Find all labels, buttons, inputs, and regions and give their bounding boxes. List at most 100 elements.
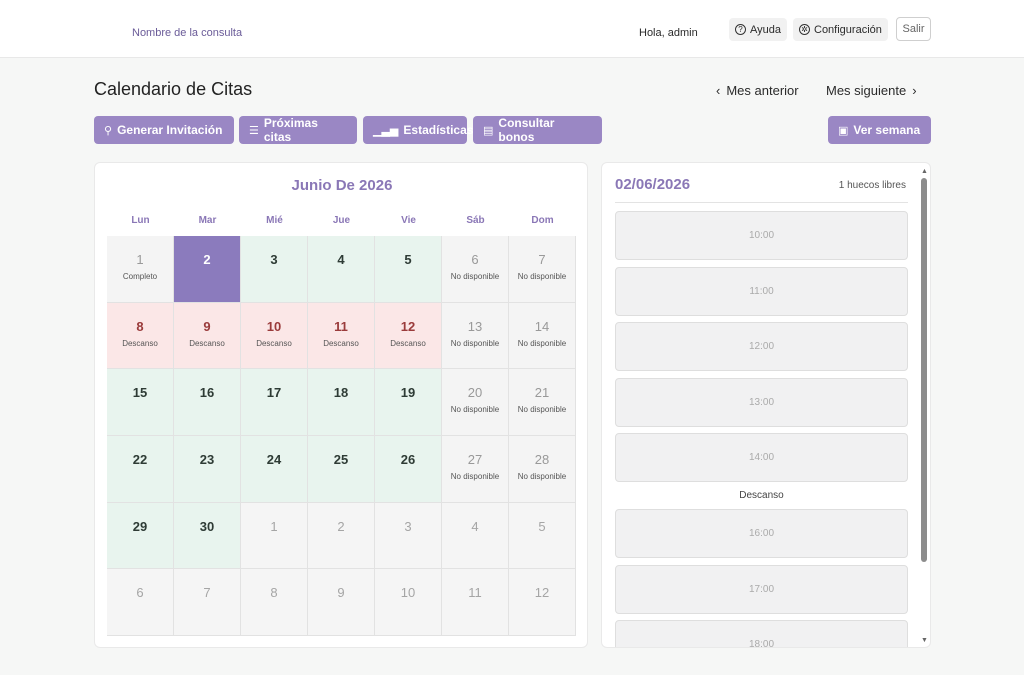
scroll-down-icon[interactable]: ▼ (921, 637, 928, 644)
weekday-label: Mar (198, 215, 217, 226)
calendar-day[interactable]: 6 No disponible (442, 236, 509, 303)
weekday-label: Sáb (466, 215, 485, 226)
month-title: Junio De 2026 (291, 177, 393, 194)
calendar-day[interactable]: 3 (241, 236, 308, 303)
calendar-day[interactable]: 28 No disponible (509, 435, 576, 503)
calendar-day[interactable]: 10 (375, 569, 442, 636)
slots-scrollbar[interactable]: ▲ ▼ (920, 168, 928, 644)
help-button[interactable]: ? Ayuda (729, 18, 787, 41)
calendar-day[interactable]: 13 No disponible (442, 302, 509, 370)
calendar-day[interactable]: 10 Descanso (241, 302, 308, 370)
prev-month-button[interactable]: ‹ Mes anterior (716, 79, 799, 101)
calendar-day[interactable]: 2 (174, 236, 241, 303)
day-number: 27 (467, 451, 483, 467)
time-slot[interactable]: 16:00 (615, 509, 908, 558)
scrollbar-thumb[interactable] (921, 178, 927, 562)
calendar-day[interactable]: 11 (442, 569, 509, 636)
calendar-day[interactable]: 22 (107, 435, 174, 503)
day-number: 16 (199, 385, 215, 401)
scroll-up-icon[interactable]: ▲ (921, 168, 928, 175)
day-number: 22 (132, 451, 148, 467)
selected-date: 02/06/2026 (615, 176, 691, 193)
calendar-day[interactable]: 15 (107, 369, 174, 436)
calendar-day[interactable]: 3 (375, 502, 442, 570)
time-slot[interactable]: 12:00 (615, 322, 908, 371)
day-status: No disponible (450, 471, 500, 481)
day-number: 4 (471, 518, 479, 534)
day-number: 14 (534, 318, 550, 334)
calendar-day[interactable]: 26 (375, 435, 442, 503)
day-number: 10 (400, 585, 416, 601)
statistics-button[interactable]: ▁▃▅ Estadísticas (363, 116, 473, 144)
generate-invitation-button[interactable]: ⚲ Generar Invitación (94, 116, 234, 144)
day-status: Completo (122, 272, 158, 281)
time-slot[interactable]: 17:00 (615, 565, 908, 614)
day-number: 23 (199, 451, 215, 467)
check-bonos-button[interactable]: ▤ Consultar bonos (473, 116, 602, 144)
calendar-day[interactable]: 9 Descanso (174, 302, 241, 370)
time-slot[interactable]: 10:00 (615, 211, 908, 260)
calendar-day[interactable]: 23 (174, 435, 241, 503)
calendar-day[interactable]: 21 No disponible (509, 369, 576, 436)
day-status: Descanso (122, 338, 158, 348)
calendar-day[interactable]: 4 (442, 502, 509, 570)
day-number: 11 (334, 318, 348, 334)
calendar-day[interactable]: 12 Descanso (375, 302, 442, 370)
calendar-day[interactable]: 14 No disponible (509, 302, 576, 370)
calendar-day[interactable]: 27 No disponible (442, 435, 509, 503)
calendar-day[interactable]: 17 (241, 369, 308, 436)
time-slot[interactable]: 18:00 (615, 620, 908, 647)
day-number: 2 (337, 518, 345, 534)
free-slots-count: 1 huecos libres (838, 180, 906, 191)
calendar-day[interactable]: 9 (308, 569, 375, 636)
weekday-label: Vie (401, 215, 416, 226)
time-slot[interactable]: 13:00 (615, 378, 908, 427)
calendar-day[interactable]: 18 (308, 369, 375, 436)
calendar-day[interactable]: 5 (375, 236, 442, 303)
calendar-day[interactable]: 6 (107, 569, 174, 636)
link-icon: ⚲ (104, 124, 113, 137)
calendar-day[interactable]: 2 (308, 502, 375, 570)
config-label: Configuración (814, 23, 882, 36)
card-icon: ▤ (483, 124, 494, 137)
config-button[interactable]: ✲ Configuración (793, 18, 888, 41)
day-number: 15 (132, 385, 148, 401)
calendar-day[interactable]: 11 Descanso (308, 302, 375, 370)
logout-button[interactable]: Salir (896, 17, 931, 41)
calendar-day[interactable]: 30 (174, 502, 241, 570)
day-number: 7 (203, 585, 211, 601)
day-status: No disponible (517, 405, 567, 415)
calendar-day[interactable]: 25 (308, 435, 375, 503)
calendar-day[interactable]: 7 No disponible (509, 236, 576, 303)
calendar-day[interactable]: 8 Descanso (107, 302, 174, 370)
view-week-button[interactable]: ▣ Ver semana (828, 116, 931, 144)
calendar-day[interactable]: 20 No disponible (442, 369, 509, 436)
time-slot[interactable]: 11:00 (615, 267, 908, 316)
calendar-day[interactable]: 12 (509, 569, 576, 636)
weekday-label: Jue (332, 215, 351, 226)
calendar-day[interactable]: 24 (241, 435, 308, 503)
calendar-day[interactable]: 19 (375, 369, 442, 436)
calendar-day[interactable]: 1 Completo (107, 236, 174, 303)
day-number: 25 (333, 451, 349, 467)
day-number: 20 (467, 385, 483, 401)
day-number: 1 (270, 518, 278, 534)
next-month-button[interactable]: Mes siguiente › (826, 79, 917, 101)
calendar-day[interactable]: 16 (174, 369, 241, 436)
calendar-day[interactable]: 1 (241, 502, 308, 570)
day-status: No disponible (517, 338, 567, 348)
question-icon: ? (735, 24, 746, 35)
calendar-day[interactable]: 5 (509, 502, 576, 570)
calendar-day[interactable]: 7 (174, 569, 241, 636)
day-number: 29 (132, 518, 148, 534)
weekday-label: Lun (131, 215, 150, 226)
weekday-label: Mié (266, 215, 283, 226)
calendar-day[interactable]: 29 (107, 502, 174, 570)
brand-name[interactable]: Nombre de la consulta (132, 27, 243, 39)
calendar-day[interactable]: 4 (308, 236, 375, 303)
time-slot[interactable]: 14:00 (615, 433, 908, 482)
weekday-header: Lun Mar Mié Jue Vie Sáb Dom (107, 215, 576, 226)
day-number: 2 (203, 252, 211, 267)
upcoming-appointments-button[interactable]: ☰ Próximas citas (239, 116, 357, 144)
calendar-day[interactable]: 8 (241, 569, 308, 636)
